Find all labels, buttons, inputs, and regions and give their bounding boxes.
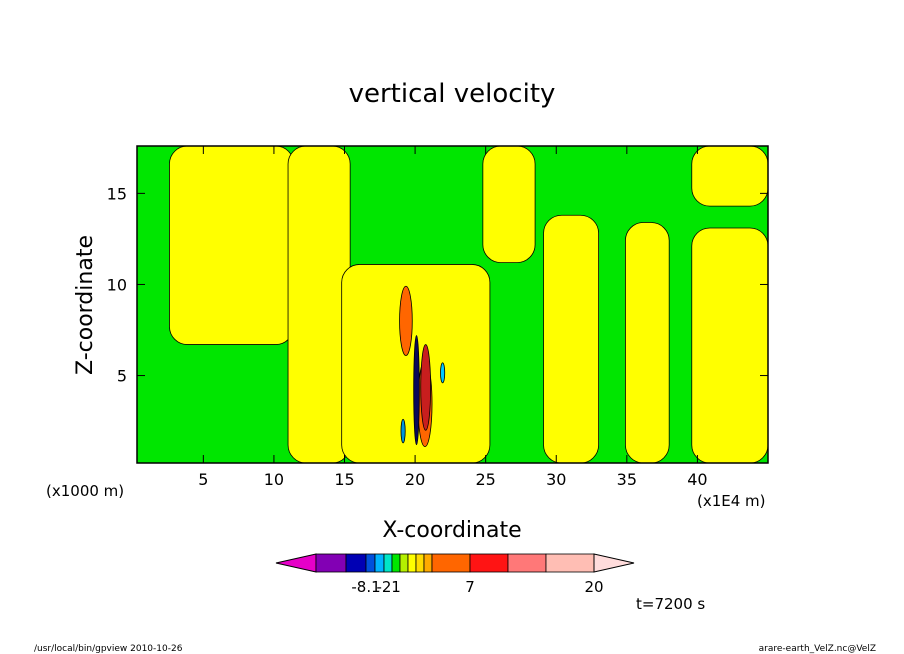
y-axis-ticks: 5 10 15 [107,184,768,386]
velocity-cell-3 [413,335,420,446]
x-tick-label: 20 [405,470,425,489]
colorbar-swatch [469,553,509,573]
colorbar-swatch [399,553,409,573]
colorbar-tick-label: 1 [391,578,401,596]
contour-fills [169,146,768,463]
colorbar-swatch [383,553,393,573]
colorbar-tick-label: -2 [377,578,392,596]
y-axis-label: Z-coordinate [73,235,98,375]
colorbar-arrow-left [275,553,317,573]
footer-right: arare-earth_VelZ.nc@VelZ [759,644,876,654]
chart-title: vertical velocity [349,79,556,109]
colorbar-swatch [365,553,376,573]
colorbar-tick-label: 7 [465,578,475,596]
velocity-cell-2 [420,344,432,431]
contour-region-4 [625,222,670,463]
colorbar-swatch [545,553,595,573]
colorbar-swatch [345,553,367,573]
velocity-cell-5 [440,362,446,384]
x-unit-note-left: (x1000 m) [46,482,124,500]
colorbar-swatch [423,553,433,573]
x-tick-label: 10 [264,470,284,489]
colorbar-tick-label: 20 [584,578,603,596]
colorbar-tick-label: -8.1 [351,578,380,596]
contour-region-5 [691,227,768,463]
x-unit-note-right: (x1E4 m) [697,492,766,510]
colorbar-swatch [415,553,425,573]
plot-frame [136,145,769,464]
contour-region-0 [169,146,295,345]
colorbar-swatch [374,553,385,573]
x-axis-label: X-coordinate [382,518,521,543]
colorbar-swatch [315,553,347,573]
x-tick-label: 5 [198,470,208,489]
x-tick-label: 35 [617,470,637,489]
colorbar-swatch [507,553,547,573]
x-axis-ticks: 5 10 15 20 25 30 35 40 [198,146,708,489]
contour-region-3 [543,214,599,463]
x-tick-label: 15 [334,470,354,489]
contour-region-1 [287,146,351,463]
colorbar: -8.1-2 1 7 20 [275,553,635,596]
contour-region-7 [482,146,536,263]
colorbar-swatch [391,553,401,573]
footer-left: /usr/local/bin/gpview 2010-10-26 [34,644,183,654]
time-label: t=7200 s [636,595,705,613]
y-tick-label: 10 [107,275,127,294]
contour-region-6 [691,146,768,207]
convective-cells [399,285,446,448]
x-tick-label: 40 [687,470,707,489]
colorbar-arrow-right [593,553,635,573]
velocity-cell-4 [400,418,406,444]
y-tick-label: 5 [117,367,127,386]
velocity-cell-0 [399,285,413,356]
x-tick-label: 25 [475,470,495,489]
colorbar-swatch [431,553,471,573]
colorbar-swatch [407,553,417,573]
x-tick-label: 30 [546,470,566,489]
y-tick-label: 15 [107,184,127,203]
